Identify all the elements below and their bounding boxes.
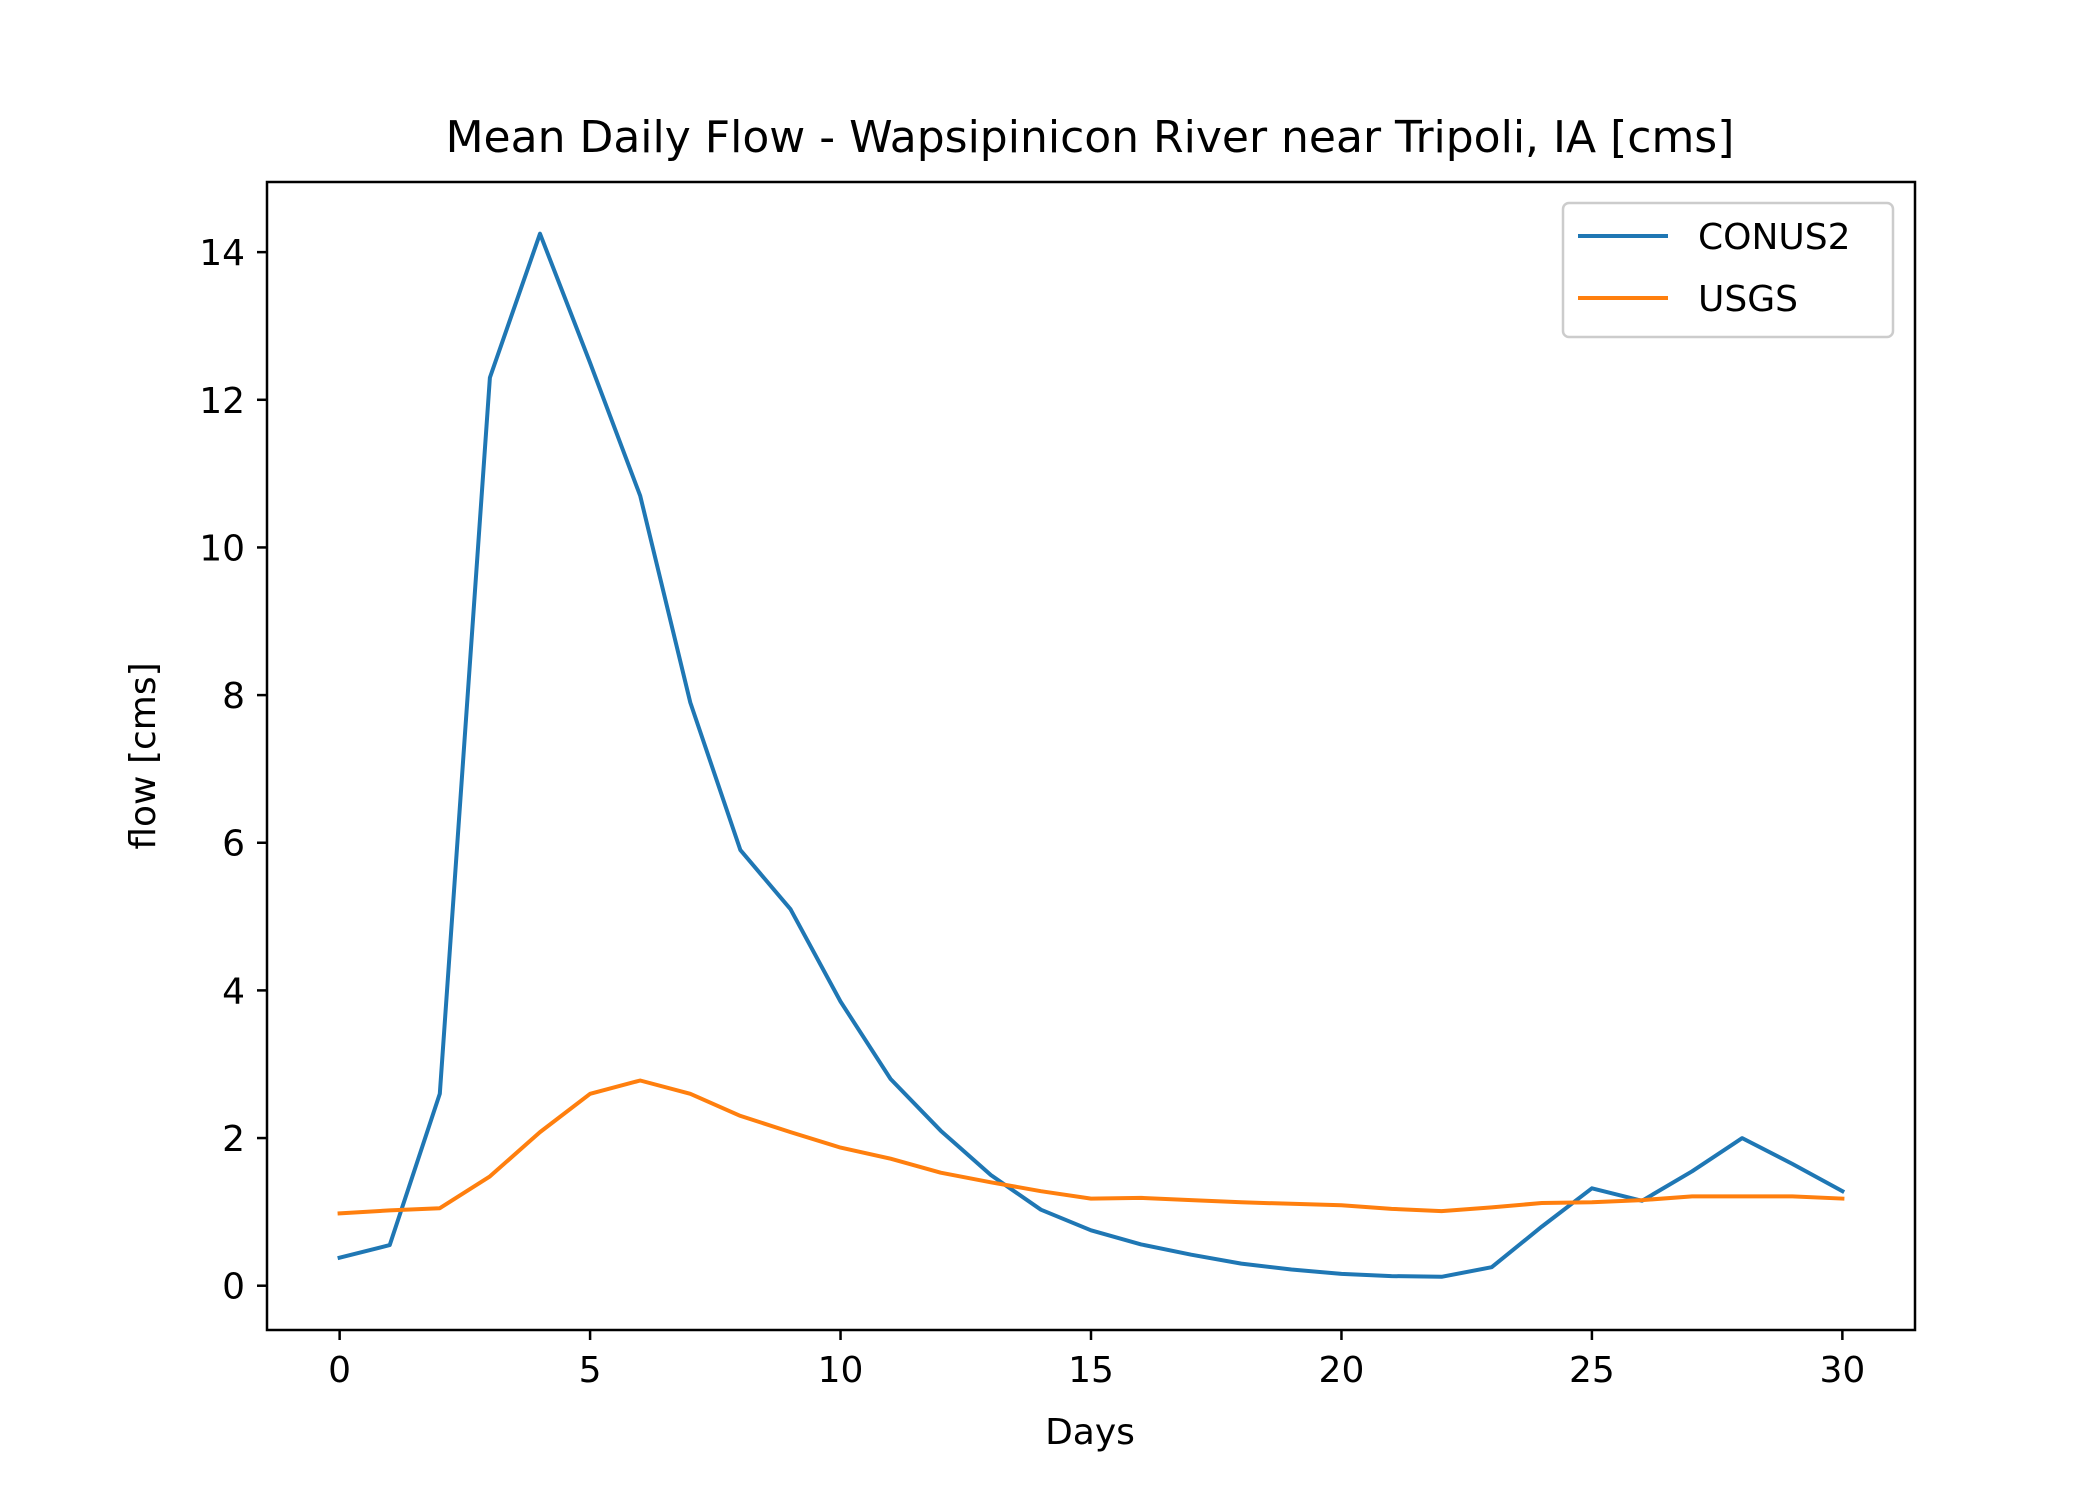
y-tick-label: 4 xyxy=(222,971,245,1012)
y-tick-label: 10 xyxy=(199,528,245,569)
y-tick-label: 6 xyxy=(222,824,245,865)
y-axis: 0 2 4 6 8 10 12 14 xyxy=(199,233,267,1308)
y-tick-label: 2 xyxy=(222,1119,245,1160)
x-axis-label: Days xyxy=(1045,1412,1135,1453)
y-tick-label: 0 xyxy=(222,1267,245,1308)
y-tick-label: 12 xyxy=(199,381,245,422)
x-axis: 0 5 10 15 20 25 30 xyxy=(328,1330,1865,1391)
axes-frame xyxy=(265,180,1917,1332)
x-tick-label: 0 xyxy=(328,1350,351,1391)
plot-area xyxy=(337,231,1846,1279)
legend: CONUS2 USGS xyxy=(1561,201,1895,339)
y-tick-label: 8 xyxy=(222,676,245,717)
series-line-usgs xyxy=(337,1078,1845,1216)
legend-label-conus2: CONUS2 xyxy=(1698,217,1851,258)
series-line-conus2 xyxy=(337,231,1846,1279)
x-tick-label: 10 xyxy=(818,1350,864,1391)
y-tick-label: 14 xyxy=(199,233,245,274)
chart-title: Mean Daily Flow - Wapsipinicon River nea… xyxy=(446,112,1735,163)
legend-label-usgs: USGS xyxy=(1698,279,1798,320)
x-tick-label: 5 xyxy=(579,1350,602,1391)
y-axis-label: flow [cms] xyxy=(123,662,164,849)
x-tick-label: 15 xyxy=(1068,1350,1114,1391)
x-tick-label: 30 xyxy=(1819,1350,1865,1391)
x-tick-label: 20 xyxy=(1319,1350,1365,1391)
x-tick-label: 25 xyxy=(1569,1350,1615,1391)
